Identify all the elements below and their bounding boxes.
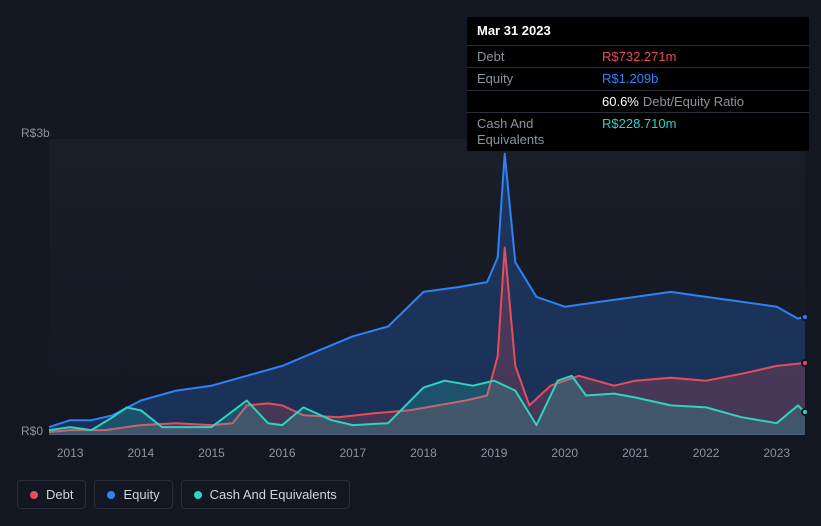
x-tick: 2016: [269, 446, 296, 460]
x-tick: 2015: [198, 446, 225, 460]
tooltip-row-value: R$1.209b: [602, 71, 658, 87]
x-tick: 2013: [57, 446, 84, 460]
tooltip-row-label: Equity: [477, 71, 602, 87]
series-marker-cash-and-equivalents: [801, 408, 809, 416]
tooltip-row-value: 60.6%: [602, 94, 639, 110]
tooltip-date: Mar 31 2023: [467, 17, 809, 45]
tooltip-row-label: Debt: [477, 49, 602, 65]
legend-dot-icon: [30, 491, 38, 499]
legend-dot-icon: [107, 491, 115, 499]
x-tick: 2021: [622, 446, 649, 460]
y-axis-label-top: R$3b: [21, 126, 50, 140]
tooltip-row-suffix: Debt/Equity Ratio: [643, 94, 744, 110]
legend-label: Debt: [46, 487, 73, 502]
tooltip-row: EquityR$1.209b: [467, 67, 809, 90]
series-marker-debt: [801, 359, 809, 367]
x-tick: 2019: [481, 446, 508, 460]
x-tick: 2022: [693, 446, 720, 460]
x-tick: 2014: [127, 446, 154, 460]
legend-label: Equity: [123, 487, 159, 502]
series-marker-equity: [801, 313, 809, 321]
tooltip-row: 60.6%Debt/Equity Ratio: [467, 90, 809, 113]
x-tick: 2017: [339, 446, 366, 460]
legend-item-debt[interactable]: Debt: [17, 480, 86, 509]
tooltip-row: Cash And EquivalentsR$228.710m: [467, 112, 809, 150]
tooltip-row-label: [477, 94, 602, 110]
chart-tooltip: Mar 31 2023 DebtR$732.271mEquityR$1.209b…: [467, 17, 809, 151]
legend-dot-icon: [194, 491, 202, 499]
y-axis-label-bottom: R$0: [21, 424, 43, 438]
legend-item-equity[interactable]: Equity: [94, 480, 172, 509]
legend-item-cash-and-equivalents[interactable]: Cash And Equivalents: [181, 480, 350, 509]
tooltip-row: DebtR$732.271m: [467, 45, 809, 68]
x-tick: 2020: [551, 446, 578, 460]
tooltip-row-value: R$732.271m: [602, 49, 676, 65]
chart-plot-area[interactable]: [49, 139, 805, 435]
x-tick: 2018: [410, 446, 437, 460]
tooltip-row-label: Cash And Equivalents: [477, 116, 602, 147]
chart-legend: Debt Equity Cash And Equivalents: [17, 480, 350, 509]
tooltip-row-value: R$228.710m: [602, 116, 676, 147]
legend-label: Cash And Equivalents: [210, 487, 337, 502]
x-tick: 2023: [763, 446, 790, 460]
